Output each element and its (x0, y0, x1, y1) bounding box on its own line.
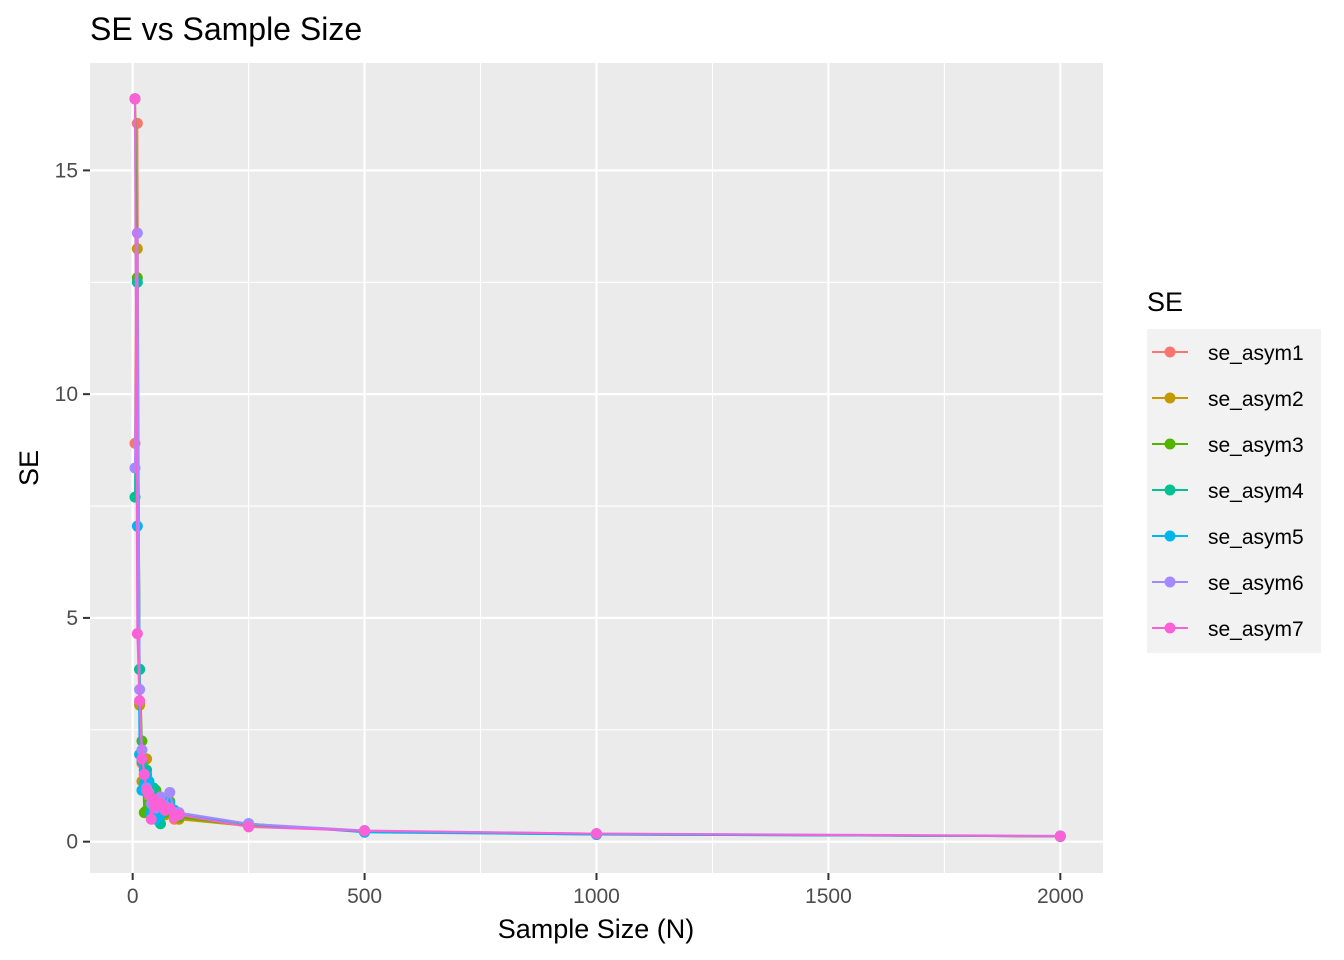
legend-label: se_asym5 (1208, 526, 1304, 549)
major-grid (90, 63, 1103, 873)
x-tick-label: 1500 (805, 885, 852, 908)
data-point (243, 821, 255, 833)
data-point (138, 769, 150, 781)
chart-title: SE vs Sample Size (90, 11, 362, 47)
data-point (145, 813, 157, 825)
y-tick-label: 0 (66, 831, 78, 854)
legend-item-se_asym6: se_asym6 (1152, 572, 1304, 595)
legend-key-point (1164, 392, 1176, 404)
x-axis-title: Sample Size (N) (498, 914, 695, 944)
data-point (129, 93, 141, 105)
data-point (1054, 830, 1066, 842)
legend-items: se_asym1 se_asym2 se_asym3 se_asym4 se_asym5… (1152, 342, 1304, 641)
y-tick-label: 5 (66, 607, 78, 630)
x-tick-label: 1000 (573, 885, 620, 908)
legend-title: SE (1147, 287, 1183, 317)
legend-key-point (1164, 438, 1176, 450)
legend-label: se_asym3 (1208, 434, 1304, 457)
legend-item-se_asym3: se_asym3 (1152, 434, 1304, 457)
legend-key-point (1164, 576, 1176, 588)
data-point (131, 628, 143, 640)
data-point (173, 809, 185, 821)
legend-label: se_asym6 (1208, 572, 1304, 595)
y-tick-label: 15 (55, 159, 78, 182)
data-point (129, 462, 141, 474)
legend-item-se_asym4: se_asym4 (1152, 480, 1304, 503)
y-tick-label: 10 (55, 383, 78, 406)
legend-key-point (1164, 622, 1176, 634)
data-point (136, 753, 148, 765)
y-axis: 0 5 10 15 (55, 159, 90, 854)
legend-label: se_asym2 (1208, 388, 1304, 411)
legend-key-point (1164, 530, 1176, 542)
legend-item-se_asym5: se_asym5 (1152, 526, 1304, 549)
data-point (164, 786, 176, 798)
y-axis-title: SE (14, 450, 44, 486)
x-tick-label: 500 (347, 885, 382, 908)
legend-item-se_asym1: se_asym1 (1152, 342, 1304, 365)
x-tick-label: 2000 (1037, 885, 1084, 908)
x-axis: 0 500 1000 1500 2000 (127, 873, 1084, 908)
data-point (591, 828, 602, 840)
data-point (359, 825, 371, 837)
legend-label: se_asym1 (1208, 342, 1304, 365)
legend-label: se_asym7 (1208, 618, 1304, 641)
legend-item-se_asym7: se_asym7 (1152, 618, 1304, 641)
legend-key-point (1164, 484, 1176, 496)
x-tick-label: 0 (127, 885, 139, 908)
legend-key-point (1164, 346, 1176, 358)
legend: SE se_asym1se_asym2se_asym3se_asym4se_as… (1147, 287, 1321, 653)
series-se_asym7 (129, 93, 1066, 842)
legend-label: se_asym4 (1208, 480, 1304, 503)
data-point (131, 117, 143, 129)
data-point (131, 227, 143, 239)
data-point (134, 695, 146, 707)
legend-item-se_asym2: se_asym2 (1152, 388, 1304, 411)
data-point (164, 802, 176, 814)
series-layer (129, 93, 1066, 842)
